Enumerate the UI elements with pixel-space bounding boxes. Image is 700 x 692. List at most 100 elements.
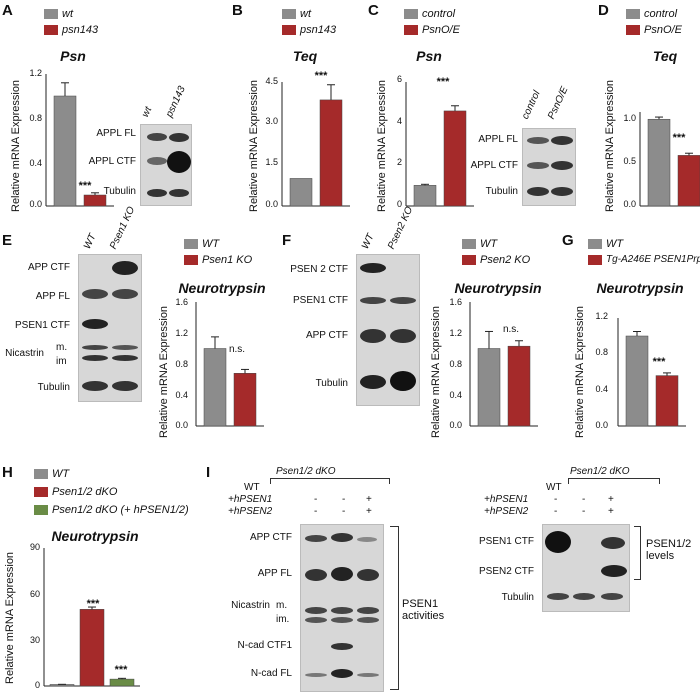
blot-label: PSEN1 CTF bbox=[478, 536, 534, 547]
legend-psen1-ko: Psen1 KO bbox=[184, 254, 252, 266]
chart-title-h: Neurotrypsin bbox=[51, 528, 139, 544]
blot-label: APPL CTF bbox=[470, 160, 518, 171]
swatch-gray bbox=[44, 9, 58, 19]
blot-label: Tubulin bbox=[501, 592, 534, 603]
y-tick: 0.0 bbox=[623, 199, 636, 209]
chart-title-c: Psn bbox=[416, 48, 442, 64]
blot-label: APPL FL bbox=[96, 128, 136, 139]
legend-wt: WT bbox=[34, 468, 69, 480]
western-blot-f bbox=[356, 254, 420, 406]
swatch-red bbox=[34, 487, 48, 497]
y-tick: 1.2 bbox=[29, 68, 42, 78]
bar-a-0 bbox=[53, 95, 77, 207]
blot-label: APP FL bbox=[257, 568, 292, 579]
row-hpsen1: +hPSEN1 bbox=[228, 494, 273, 505]
sign: - bbox=[314, 506, 318, 517]
nicastrin-mature-mark: m. bbox=[276, 600, 288, 611]
swatch-red bbox=[626, 25, 640, 35]
significance-b: *** bbox=[314, 70, 328, 82]
sign: - bbox=[554, 494, 558, 505]
panel-letter-i: I bbox=[206, 464, 211, 481]
row-hpsen1: +hPSEN1 bbox=[484, 494, 529, 505]
y-tick: 0 bbox=[34, 680, 40, 690]
swatch-red bbox=[44, 25, 58, 35]
group-label: Psen1/2 dKO bbox=[276, 466, 336, 477]
significance-e: n.s. bbox=[228, 344, 246, 355]
legend-wt: wt bbox=[44, 8, 73, 20]
swatch-gray bbox=[184, 239, 198, 249]
bar-e-0 bbox=[203, 348, 227, 427]
group-label: Psen1/2 dKO bbox=[570, 466, 630, 477]
legend-tg-a246e: Tg-A246E PSEN1Prp bbox=[588, 254, 700, 265]
sign: + bbox=[608, 506, 614, 517]
bar-b-0 bbox=[289, 178, 313, 207]
legend-psn-oe: PsnO/E bbox=[404, 24, 460, 36]
bar-d-1 bbox=[677, 155, 700, 207]
bar-e-1 bbox=[233, 373, 257, 427]
legend-control: control bbox=[404, 8, 455, 20]
y-axis-label-f: Relative mRNA Expression bbox=[430, 305, 442, 438]
legend-dko: Psen1/2 dKO bbox=[34, 486, 117, 498]
y-tick: 0.0 bbox=[449, 420, 462, 430]
y-axis-label-b: Relative mRNA Expression bbox=[248, 79, 260, 212]
row-hpsen2: +hPSEN2 bbox=[228, 506, 273, 517]
swatch-red bbox=[184, 255, 198, 265]
row-hpsen2: +hPSEN2 bbox=[484, 506, 529, 517]
blot-label: N-cad CTF1 bbox=[237, 640, 292, 651]
panel-letter-b: B bbox=[232, 2, 243, 19]
sign: - bbox=[582, 494, 586, 505]
legend-wt: WT bbox=[588, 238, 623, 250]
swatch-gray bbox=[462, 239, 476, 249]
sign: + bbox=[608, 494, 614, 505]
bar-f-0 bbox=[477, 348, 501, 427]
legend-wt: WT bbox=[184, 238, 219, 250]
y-axis-label-c: Relative mRNA Expression bbox=[376, 79, 388, 212]
blot-label: Tubulin bbox=[103, 186, 136, 197]
sign: - bbox=[342, 494, 346, 505]
chart-title-g: Neurotrypsin bbox=[596, 280, 684, 296]
swatch-gray bbox=[404, 9, 418, 19]
bar-c-0 bbox=[413, 185, 437, 207]
blot-label: Tubulin bbox=[485, 186, 518, 197]
legend-wt: WT bbox=[462, 238, 497, 250]
western-blot-i bbox=[300, 524, 384, 692]
y-tick: 0.0 bbox=[595, 420, 608, 430]
swatch-gray bbox=[34, 469, 48, 479]
western-blot-e bbox=[78, 254, 142, 402]
y-tick: 0.0 bbox=[29, 199, 42, 209]
swatch-gray bbox=[588, 239, 602, 249]
legend-dko-rescue: Psen1/2 dKO (+ hPSEN1/2) bbox=[34, 504, 189, 516]
legend-wt: wt bbox=[282, 8, 311, 20]
significance-d: *** bbox=[672, 132, 686, 144]
blot-label: Nicastrin bbox=[5, 348, 44, 359]
blot-label: Tubulin bbox=[315, 378, 348, 389]
y-axis-label-d: Relative mRNA Expression bbox=[604, 79, 616, 212]
swatch-gray bbox=[626, 9, 640, 19]
blot-label: APPL CTF bbox=[88, 156, 136, 167]
swatch-red bbox=[282, 25, 296, 35]
panel-letter-f: F bbox=[282, 232, 292, 249]
blot-label: PSEN1 CTF bbox=[14, 320, 70, 331]
y-tick: 0.8 bbox=[29, 113, 42, 123]
y-tick: 0.4 bbox=[449, 390, 462, 400]
sign: + bbox=[366, 494, 372, 505]
y-tick: 3.0 bbox=[265, 116, 278, 126]
chart-title-f: Neurotrypsin bbox=[454, 280, 542, 296]
swatch-red bbox=[404, 25, 418, 35]
blot-label: PSEN2 CTF bbox=[478, 566, 534, 577]
y-tick: 1.2 bbox=[595, 311, 608, 321]
significance-h-dko: *** bbox=[86, 598, 100, 610]
y-tick: 60 bbox=[29, 589, 40, 599]
y-tick: 1.6 bbox=[449, 297, 462, 307]
y-tick: 0.8 bbox=[595, 347, 608, 357]
y-tick: 0.4 bbox=[175, 390, 188, 400]
y-tick: 4 bbox=[396, 116, 402, 126]
sign: - bbox=[582, 506, 586, 517]
significance-f: n.s. bbox=[502, 324, 520, 335]
y-tick: 6 bbox=[396, 74, 402, 84]
bracket-label-activities: PSEN1 activities bbox=[402, 598, 445, 622]
blot-label: PSEN1 CTF bbox=[292, 295, 348, 306]
bar-h-1 bbox=[79, 609, 105, 687]
blot-label: APP CTF bbox=[249, 532, 292, 543]
y-tick: 0.8 bbox=[175, 359, 188, 369]
